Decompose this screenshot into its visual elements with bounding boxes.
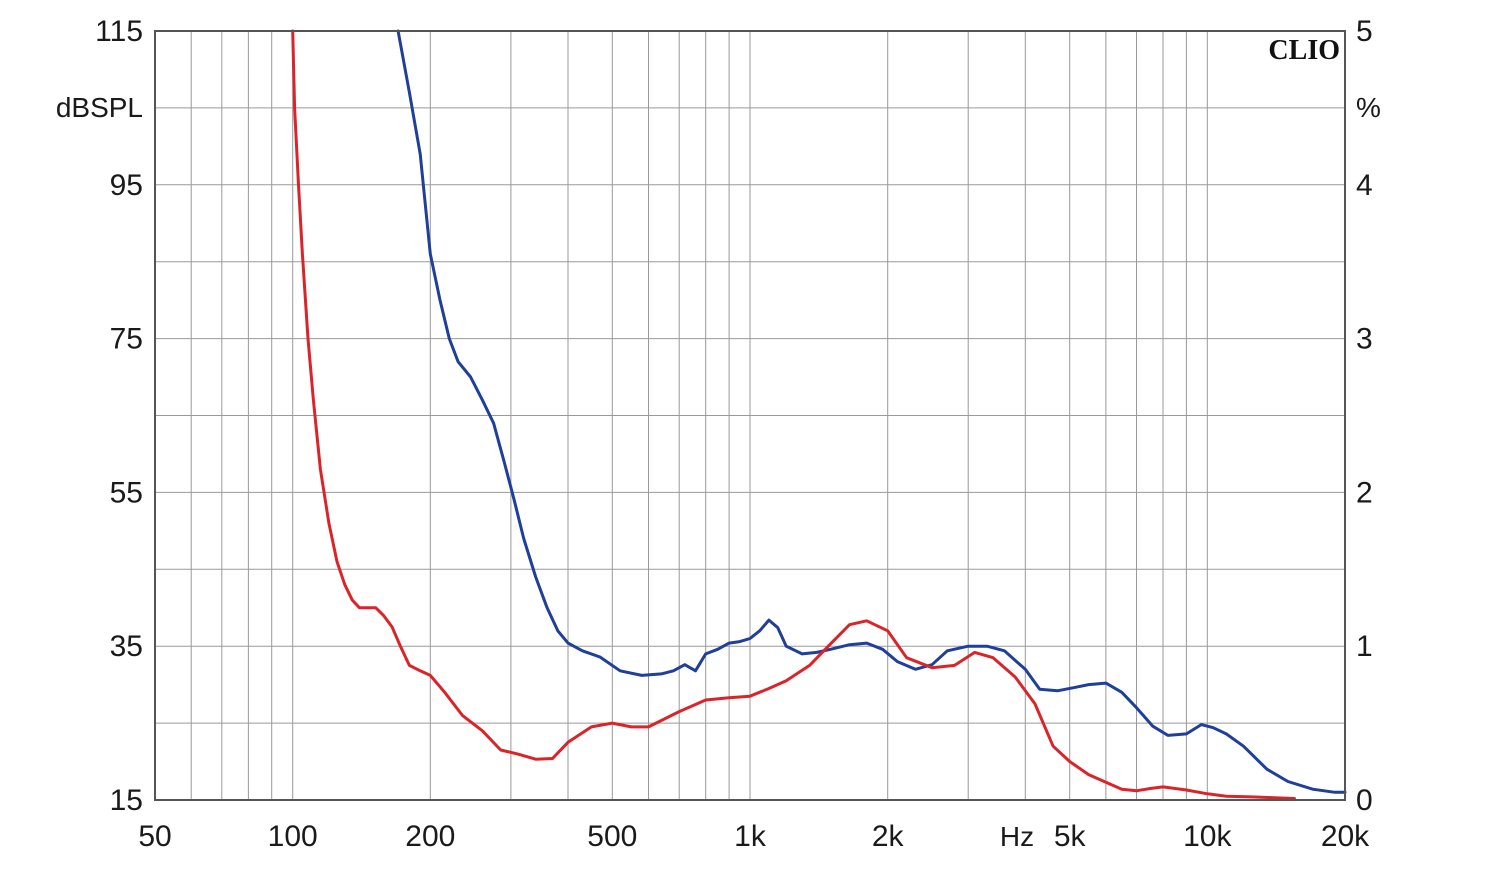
y-tick-label-right: 5: [1356, 15, 1373, 48]
y-tick-label-right: 1: [1356, 630, 1373, 663]
y-tick-label-left: 15: [110, 784, 143, 817]
brand-logo: CLIO: [1268, 35, 1340, 66]
series-line-1: [396, 29, 1347, 794]
y-tick-label-left: 75: [110, 323, 143, 356]
left-unit-label: dBSPL: [56, 92, 143, 123]
y-tick-label-right: 0: [1356, 784, 1373, 817]
x-tick-label: 10k: [1183, 820, 1232, 853]
y-tick-label-right: 4: [1356, 169, 1373, 202]
y-tick-label-right: 2: [1356, 476, 1373, 509]
x-tick-label: 20k: [1321, 820, 1370, 853]
x-tick-label: 1k: [734, 820, 767, 853]
grid: [155, 31, 1345, 800]
x-tick-label: 5k: [1054, 820, 1087, 853]
axis-labels: dBSPL % Hz CLIO 115 95 75 55 35 15 5 4 3 2 1 0 50 100…: [56, 15, 1381, 853]
y-tick-label-left: 55: [110, 476, 143, 509]
series-line-2: [291, 29, 1296, 800]
right-unit-label: %: [1356, 92, 1381, 123]
x-tick-label: 200: [405, 820, 455, 853]
y-tick-label-left: 115: [95, 15, 143, 48]
y-tick-label-left: 35: [110, 630, 143, 663]
x-unit-label: Hz: [1000, 821, 1034, 852]
x-tick-label: 100: [268, 820, 318, 853]
x-tick-label: 500: [587, 820, 637, 853]
plot-frame: [154, 30, 1346, 801]
y-tick-label-left: 95: [110, 169, 143, 202]
curves: [291, 29, 1347, 800]
x-tick-label: 2k: [872, 820, 905, 853]
x-tick-label: 50: [138, 820, 171, 853]
y-tick-label-right: 3: [1356, 323, 1373, 356]
